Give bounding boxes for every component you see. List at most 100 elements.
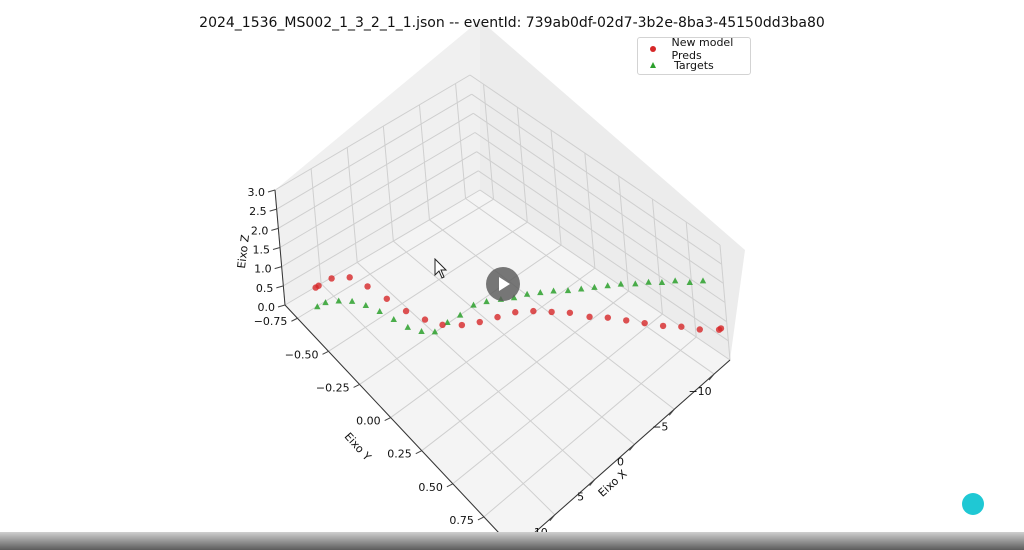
target-point [523,290,531,297]
z-gridline-left [274,74,471,191]
y-gridline [421,290,629,452]
bottom-bar [0,532,1024,550]
legend-label-targets: Targets [674,58,714,72]
target-point [510,294,518,301]
z-tick [277,304,286,308]
z-tick [267,189,276,193]
target-point [699,277,707,284]
z-tick [269,208,277,212]
x-tick [549,514,556,522]
y-tick [322,350,329,355]
target-point [686,278,693,285]
z-tick-label: 2.0 [251,224,269,237]
back-pane-left [275,20,480,305]
target-point [418,328,425,335]
pred-point [641,319,648,327]
z-gridline-right [471,93,722,265]
y-tick [291,317,298,322]
y-gridline [328,221,528,352]
pred-point [696,326,703,333]
target-point [390,315,397,322]
z-tick [272,247,281,250]
target-point [564,287,572,294]
x-gridline [393,240,635,445]
y-gridline [452,313,663,485]
z-tick [276,285,284,289]
target-point [404,323,411,330]
pred-point [402,307,410,315]
pred-point [548,308,555,316]
z-gridline-right [469,74,721,246]
y-tick [446,483,454,488]
pred-point [623,317,630,324]
x-tick [708,373,715,381]
z-gridline-left [276,93,472,210]
legend-item-preds: New model Preds [646,36,750,62]
target-point [322,299,329,306]
z-gridline-left [278,112,474,229]
x-gridline [356,262,595,480]
x-tick-label: 0 [617,455,624,468]
target-point [444,319,451,326]
z-gridline-right [479,189,731,361]
target-point [335,297,342,304]
pred-point [421,316,429,323]
legend-circle-marker-icon [650,46,656,52]
pred-point [315,282,322,289]
target-point [604,282,611,289]
target-point [348,297,356,304]
target-point [470,301,477,308]
target-point [632,280,639,287]
legend-label-preds: New model Preds [671,36,734,62]
pred-point [530,307,537,315]
y-axis-line [284,304,516,550]
z-tick [271,227,279,231]
pred-point [604,314,612,321]
y-tick-label: −0.75 [254,315,288,328]
target-point [456,311,464,318]
play-button[interactable] [486,267,520,301]
y-tick-label: 0.75 [449,514,474,527]
z-gridline-right [473,112,724,284]
z-tick [274,266,282,270]
target-point [658,278,666,285]
target-point [617,280,625,287]
x-tick-label: −10 [688,385,711,398]
legend: New model Preds Targets [637,36,751,75]
x-tick-label: 5 [577,491,584,504]
target-point [671,277,679,284]
series-targets [314,277,707,335]
z-tick-label: 3.0 [248,186,266,199]
chart-title: 2024_1536_MS002_1_3_2_1_1.json -- eventI… [199,15,825,31]
pred-point [328,275,335,282]
x-gridline [465,198,715,375]
y-tick [477,516,485,521]
z-gridline-right [474,132,726,303]
pred-point [383,295,391,302]
pred-point [364,283,371,290]
floating-action-dot-icon[interactable] [962,493,984,515]
z-axis-label: Eixo Z [235,233,252,269]
target-point [483,298,490,305]
pred-point [717,325,725,332]
x-tick [668,408,675,416]
target-point [376,308,383,315]
z-tick-label: 0.5 [256,282,274,295]
target-point [645,278,652,285]
x-gridline [320,283,556,516]
z-tick-label: 0.0 [258,301,276,314]
target-point [431,328,439,335]
target-point [578,285,585,292]
z-tick-label: 1.5 [253,244,271,257]
y-tick-label: −0.50 [285,348,319,361]
play-icon [499,277,510,291]
y-gridline [390,267,596,418]
y-tick-label: 0.25 [387,448,412,461]
z-gridline-right [478,170,729,342]
legend-triangle-marker-icon [650,62,656,68]
pred-point [458,321,466,329]
pred-point [659,322,667,330]
y-axis-label: Eixo Y [342,430,374,464]
x-axis-line [514,359,731,550]
